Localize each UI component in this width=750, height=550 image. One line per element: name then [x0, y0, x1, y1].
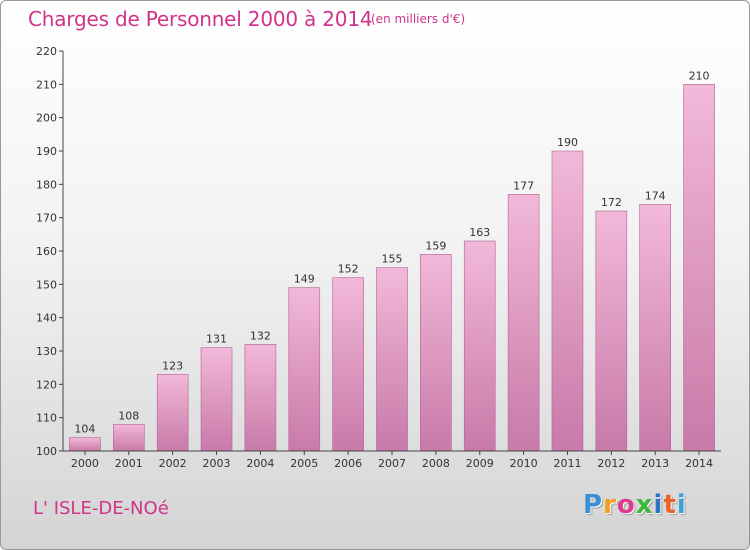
logo-letter: t: [663, 490, 677, 520]
commune-name: L' ISLE-DE-NOé: [33, 498, 169, 519]
value-label-2003: 131: [206, 333, 227, 346]
value-label-2013: 174: [645, 189, 666, 202]
x-axis: 2000 2001 2002 2003 2004 2005 2006 2007 2008 2009…: [63, 450, 721, 470]
value-label-2001: 108: [118, 409, 139, 422]
x-tick-label: 2012: [597, 457, 625, 470]
bar-2010: [507, 194, 540, 452]
value-label-2005: 149: [294, 273, 315, 286]
bars: 104 108 123 131 132 149 152 155 159 163 177 190 172 1…: [69, 69, 715, 452]
y-axis: 100 110 120 130 140 150 160 170 180 190 200 210 220: [36, 45, 64, 458]
logo-letter: P: [583, 490, 604, 520]
value-label-2006: 152: [338, 263, 359, 276]
unit-note: (en milliers d'€): [371, 12, 466, 26]
logo-letter: i: [653, 490, 664, 520]
bar-2005: [288, 287, 321, 452]
value-label-2000: 104: [74, 423, 95, 436]
x-tick-label: 2014: [685, 457, 713, 470]
value-label-2010: 177: [513, 179, 534, 192]
value-label-2014: 210: [689, 69, 710, 82]
y-tick-label: 150: [36, 278, 57, 291]
y-tick-label: 160: [36, 245, 57, 258]
y-tick-label: 220: [36, 45, 57, 58]
x-tick-label: 2010: [510, 457, 538, 470]
bar-2009: [463, 240, 496, 452]
x-tick-label: 2008: [422, 457, 450, 470]
x-tick-label: 2001: [115, 457, 143, 470]
x-tick-label: 2000: [71, 457, 99, 470]
y-tick-label: 100: [36, 445, 57, 458]
y-tick-label: 170: [36, 212, 57, 225]
bar-2001: [113, 424, 145, 452]
bar-2004: [244, 344, 277, 452]
x-tick-label: 2013: [641, 457, 669, 470]
value-label-2004: 132: [250, 329, 271, 342]
x-tick-label: 2009: [466, 457, 494, 470]
x-tick-label: 2002: [159, 457, 187, 470]
logo-letter: o: [616, 490, 636, 520]
bar-2008: [420, 254, 452, 452]
y-tick-label: 110: [36, 412, 57, 425]
value-label-2012: 172: [601, 196, 622, 209]
value-label-2009: 163: [469, 226, 490, 239]
proxiti-logo: Proxiti: [583, 490, 687, 520]
y-tick-label: 130: [36, 345, 57, 358]
value-label-2002: 123: [162, 359, 183, 372]
x-tick-label: 2006: [334, 457, 362, 470]
x-tick-label: 2007: [378, 457, 406, 470]
bar-2013: [639, 204, 672, 452]
x-tick-label: 2003: [203, 457, 231, 470]
y-tick-label: 120: [36, 378, 57, 391]
bar-2003: [200, 347, 233, 452]
y-tick-label: 180: [36, 178, 57, 191]
bar-2012: [595, 210, 628, 452]
y-tick-label: 140: [36, 312, 57, 325]
x-tick-label: 2011: [553, 457, 581, 470]
y-tick-label: 200: [36, 112, 57, 125]
y-tick-label: 190: [36, 145, 57, 158]
bar-2014: [683, 84, 715, 452]
logo-letter: x: [635, 490, 654, 520]
logo-letter: i: [676, 490, 687, 520]
bar-2006: [332, 277, 364, 452]
value-label-2008: 159: [425, 239, 446, 252]
chart-title: Charges de Personnel 2000 à 2014: [28, 7, 373, 31]
logo-letter: r: [603, 490, 617, 520]
x-tick-label: 2005: [290, 457, 318, 470]
y-tick-label: 210: [36, 78, 57, 91]
value-label-2011: 190: [557, 136, 578, 149]
x-tick-label: 2004: [246, 457, 274, 470]
bar-2007: [376, 267, 408, 452]
bar-2002: [156, 374, 189, 452]
bar-2011: [551, 150, 584, 452]
value-label-2007: 155: [382, 253, 403, 266]
bar-2000: [69, 437, 101, 452]
